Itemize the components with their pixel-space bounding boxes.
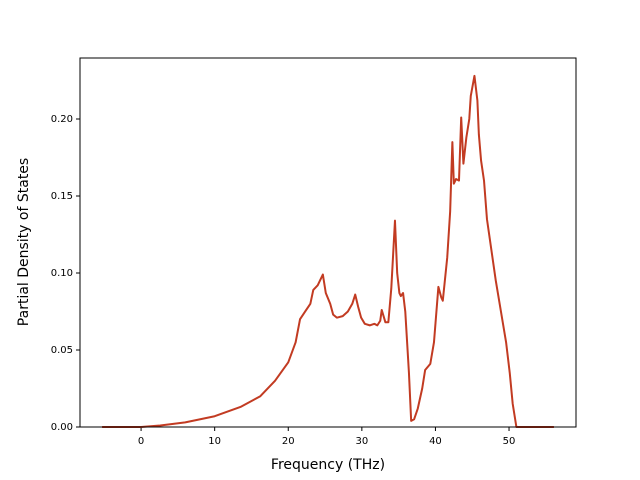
x-tick-label: 0 (138, 436, 144, 447)
y-axis-label: Partial Density of States (16, 158, 32, 326)
y-tick-label: 0.05 (51, 345, 73, 356)
y-tick-label: 0.10 (51, 268, 73, 279)
y-tick-label: 0.00 (51, 422, 73, 433)
x-tick-label: 30 (355, 436, 368, 447)
x-tick-label: 20 (282, 436, 295, 447)
y-tick-label: 0.20 (51, 114, 73, 125)
x-tick-label: 50 (503, 436, 516, 447)
x-tick-label: 10 (208, 436, 221, 447)
axes-frame (79, 57, 577, 428)
x-tick-label: 40 (429, 436, 442, 447)
data-line (102, 74, 554, 428)
y-tick-label: 0.15 (51, 191, 73, 202)
x-axis-label: Frequency (THz) (271, 457, 385, 473)
